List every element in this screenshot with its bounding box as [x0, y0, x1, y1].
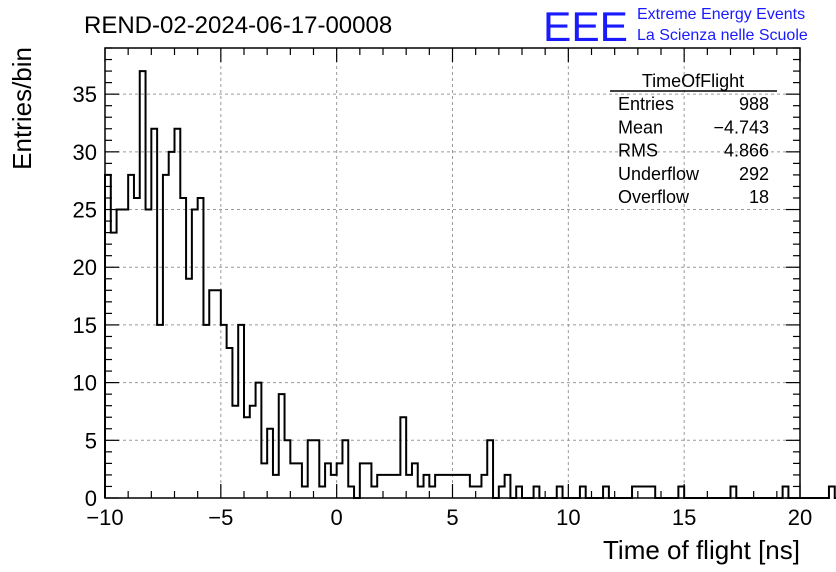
y-tick-label: 5: [85, 428, 97, 453]
y-tick-label: 35: [73, 82, 97, 107]
stats-value: 292: [739, 164, 769, 184]
y-tick-label: 20: [73, 255, 97, 280]
stats-value: 18: [749, 187, 769, 207]
x-tick-label: 5: [446, 505, 458, 530]
stats-label: Mean: [618, 117, 663, 137]
stats-value: −4.743: [713, 117, 769, 137]
stats-label: Entries: [618, 94, 674, 114]
x-tick-label: 15: [672, 505, 696, 530]
x-tick-label: 0: [331, 505, 343, 530]
y-tick-label: 10: [73, 371, 97, 396]
y-tick-label: 30: [73, 140, 97, 165]
stats-label: Underflow: [618, 164, 700, 184]
run-title: REND-02-2024-06-17-00008: [84, 12, 392, 39]
x-tick-label: −10: [86, 505, 123, 530]
x-tick-labels: −10 −5 0 5 10 15 20: [86, 505, 812, 530]
x-axis-label: Time of flight [ns]: [603, 535, 800, 565]
axis-ticks: [104, 47, 801, 499]
x-tick-label: −5: [208, 505, 233, 530]
stats-value: 988: [739, 94, 769, 114]
x-tick-label: 20: [788, 505, 812, 530]
stats-box: TimeOfFlight Entries 988 Mean −4.743 RMS 4.86…: [610, 71, 777, 207]
y-tick-label: 0: [85, 486, 97, 511]
x-tick-label: 10: [556, 505, 580, 530]
logo-line1: Extreme Energy Events: [637, 6, 805, 23]
grid-lines: [105, 48, 800, 498]
stats-label: RMS: [618, 141, 658, 161]
logo-line2: La Scienza nelle Scuole: [637, 27, 808, 44]
stats-rows: Entries 988 Mean −4.743 RMS 4.866 Underflow 292…: [618, 94, 769, 207]
eee-logo: EEE: [543, 3, 628, 50]
stats-title: TimeOfFlight: [642, 71, 744, 91]
y-tick-labels: 0 5 10 15 20 25 30 35: [73, 82, 97, 511]
stats-label: Overflow: [618, 187, 690, 207]
y-tick-label: 25: [73, 198, 97, 223]
stats-value: 4.866: [724, 141, 769, 161]
y-tick-label: 15: [73, 313, 97, 338]
y-axis-label: Entries/bin: [7, 47, 37, 170]
